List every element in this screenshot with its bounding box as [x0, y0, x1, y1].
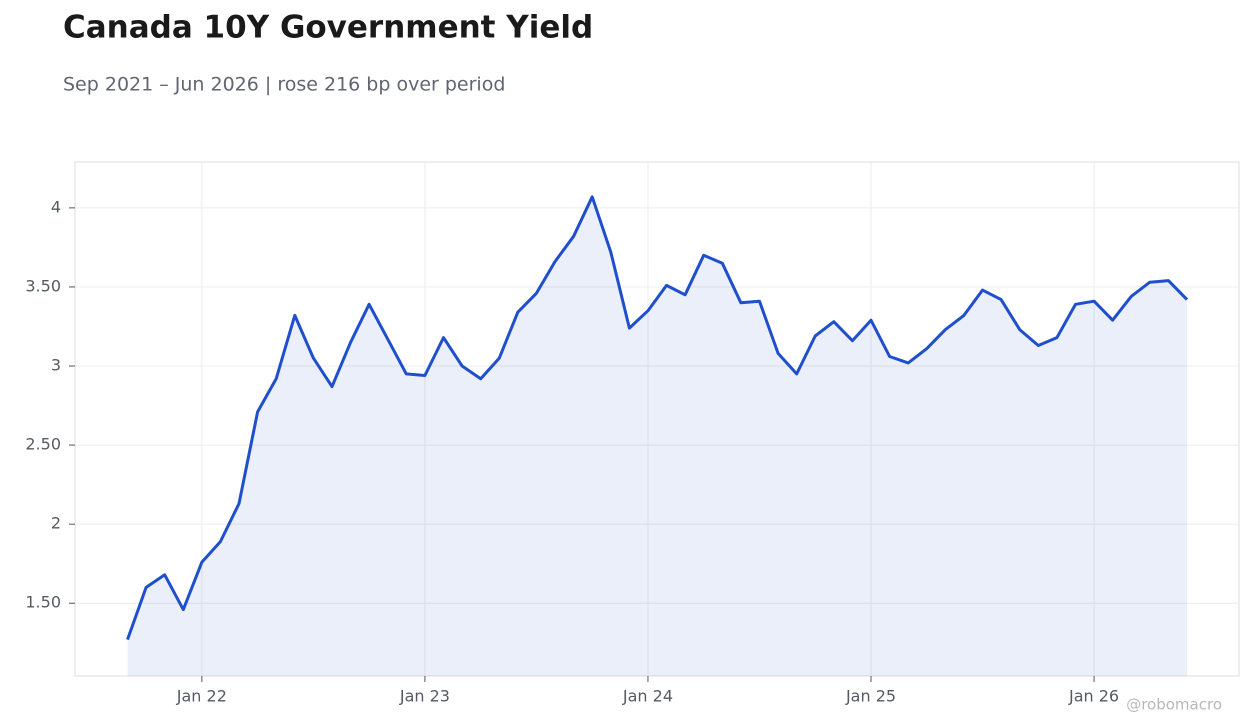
x-tick-label: Jan 24: [622, 687, 673, 706]
x-tick-label: Jan 26: [1068, 687, 1119, 706]
y-tick-label: 3.50: [25, 276, 61, 295]
y-tick-label: 4: [51, 197, 61, 216]
x-tick-label: Jan 22: [176, 687, 227, 706]
chart-subtitle: Sep 2021 – Jun 2026 | rose 216 bp over p…: [63, 74, 505, 96]
watermark: @robomacro: [1126, 696, 1222, 714]
y-tick-label: 3: [51, 356, 61, 375]
y-tick-label: 2.50: [25, 435, 61, 454]
grid: [75, 162, 1239, 676]
x-tick-label: Jan 25: [845, 687, 896, 706]
area: [127, 196, 1187, 677]
y-tick-label: 1.50: [25, 593, 61, 612]
chart-title: Canada 10Y Government Yield: [63, 10, 593, 46]
plot-frame: [74, 161, 1240, 677]
line: [126, 195, 1189, 641]
y-tick-label: 2: [51, 514, 61, 533]
x-tick-label: Jan 23: [399, 687, 450, 706]
